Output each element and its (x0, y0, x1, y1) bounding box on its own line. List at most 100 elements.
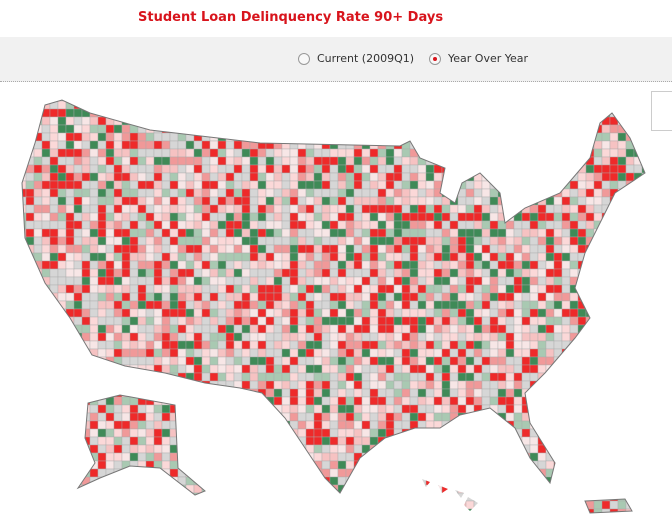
radio-button[interactable] (429, 52, 441, 65)
county (161, 356, 171, 366)
county (625, 244, 635, 254)
county (513, 268, 523, 278)
county (89, 196, 99, 206)
county (505, 116, 515, 126)
radio-button[interactable] (298, 52, 310, 65)
county (393, 100, 403, 110)
county (209, 372, 219, 382)
county (537, 492, 547, 502)
county (193, 140, 203, 150)
county (161, 164, 171, 174)
county (473, 140, 483, 150)
county (89, 228, 99, 238)
county (105, 196, 115, 206)
county (497, 260, 507, 270)
county (513, 316, 523, 326)
county (257, 468, 267, 478)
zoom-control[interactable] (651, 91, 672, 131)
county (497, 300, 507, 310)
county (537, 228, 547, 238)
county (281, 420, 291, 430)
county (625, 332, 635, 342)
county (257, 460, 267, 470)
county (385, 468, 395, 478)
county (449, 228, 459, 238)
county (97, 500, 107, 510)
county (625, 428, 635, 438)
county (26, 517, 34, 525)
county (489, 292, 499, 302)
radio-label[interactable]: Year Over Year (448, 52, 529, 65)
county (585, 284, 595, 294)
county (177, 364, 187, 374)
county (33, 132, 43, 142)
county (633, 260, 643, 270)
county (369, 300, 379, 310)
radio-label[interactable]: Current (2009Q1) (317, 52, 415, 65)
county (393, 172, 403, 182)
county (321, 444, 331, 454)
county (529, 484, 539, 494)
county (185, 404, 195, 414)
county (241, 476, 251, 486)
county (121, 332, 131, 342)
county (257, 260, 267, 270)
county (521, 332, 531, 342)
radio-option[interactable]: Year Over Year (429, 52, 528, 65)
county (625, 484, 635, 494)
county (113, 476, 123, 486)
county (433, 460, 443, 470)
county (449, 388, 459, 398)
county (465, 468, 475, 478)
county (161, 140, 171, 150)
county (329, 348, 339, 358)
county (609, 156, 619, 166)
county (289, 316, 299, 326)
county (97, 124, 107, 134)
county (601, 436, 611, 446)
county (433, 308, 443, 318)
county (169, 164, 179, 174)
county (97, 268, 107, 278)
county (57, 468, 67, 478)
county (145, 364, 155, 374)
county (25, 276, 35, 286)
county (193, 316, 203, 326)
county (233, 124, 243, 134)
county (369, 180, 379, 190)
county (417, 300, 427, 310)
county (201, 196, 211, 206)
county (409, 212, 419, 222)
county (521, 188, 531, 198)
county (537, 428, 547, 438)
county (641, 116, 645, 126)
county (625, 260, 635, 270)
county (569, 460, 579, 470)
county (161, 236, 171, 246)
county (153, 388, 163, 398)
county (569, 204, 579, 214)
county (217, 476, 227, 486)
county (65, 196, 75, 206)
county (129, 428, 139, 438)
county (417, 236, 427, 246)
county (417, 172, 427, 182)
county (425, 476, 435, 486)
county (113, 124, 123, 134)
county (241, 300, 251, 310)
county (177, 236, 187, 246)
radio-option[interactable]: Current (2009Q1) (298, 52, 414, 65)
county (217, 404, 227, 414)
county (513, 348, 523, 358)
county (257, 292, 267, 302)
county (22, 396, 27, 406)
county (377, 324, 387, 334)
county (22, 140, 27, 150)
county (385, 388, 395, 398)
county (105, 252, 115, 262)
county (561, 276, 571, 286)
county (385, 156, 395, 166)
county (521, 348, 531, 358)
county (369, 428, 379, 438)
county (393, 268, 403, 278)
